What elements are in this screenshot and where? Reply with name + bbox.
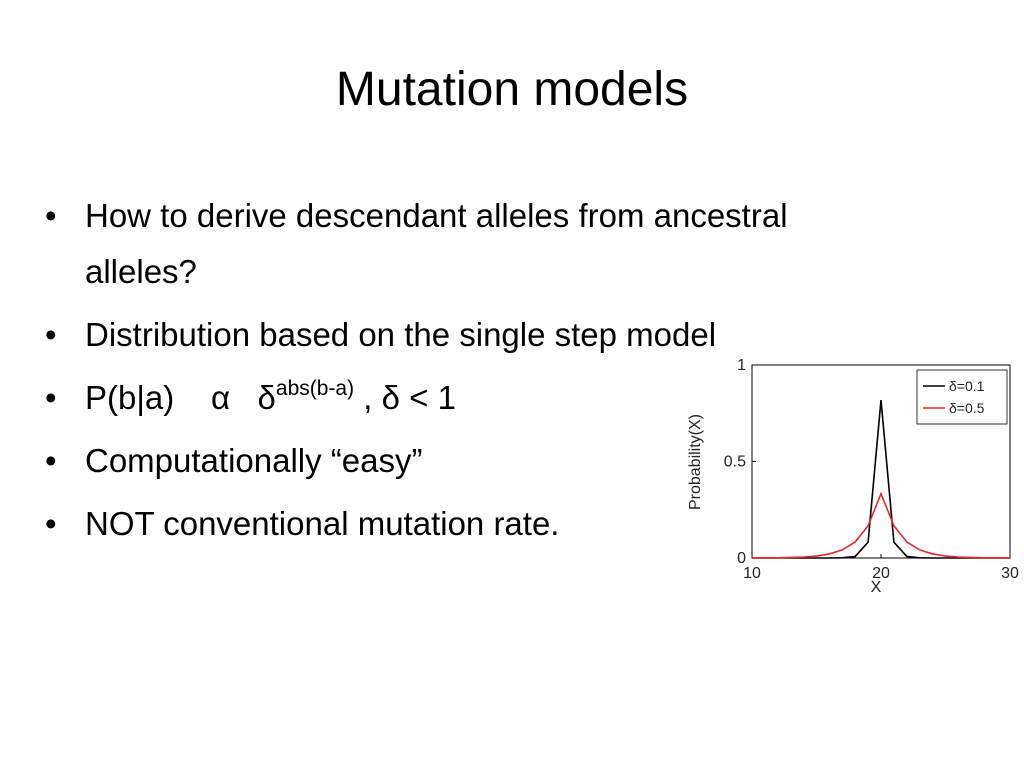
bullet: • NOT conventional mutation rate. bbox=[45, 505, 560, 542]
y-tick-label: 0.5 bbox=[724, 454, 746, 471]
x-tick-label: 30 bbox=[1001, 565, 1019, 582]
bullet: • P(b|a) α δabs(b-a) , δ < 1 bbox=[45, 377, 456, 416]
legend-label: δ=0.5 bbox=[949, 400, 985, 416]
bullet-text: Computationally “easy” bbox=[85, 442, 423, 479]
x-tick-label: 20 bbox=[872, 565, 890, 582]
superscript: abs(b-a) bbox=[275, 377, 355, 400]
bullet-text: P(b|a) α δ bbox=[85, 379, 276, 416]
x-tick-label: 10 bbox=[743, 565, 761, 582]
slide-title: Mutation models bbox=[335, 63, 689, 116]
bullet-text: NOT conventional mutation rate. bbox=[85, 505, 560, 542]
legend-box bbox=[916, 369, 1008, 425]
series-line bbox=[751, 491, 1011, 559]
x-axis-label: X bbox=[871, 579, 882, 596]
y-axis-label: Probability(X) bbox=[687, 414, 704, 510]
bullet-text: How to derive descendant alleles from an… bbox=[85, 197, 788, 290]
legend-label: δ=0.1 bbox=[949, 378, 985, 394]
bullet-text: , δ < 1 bbox=[354, 379, 456, 416]
bullet-text: Distribution based on the single step mo… bbox=[85, 316, 717, 353]
bullet: • Distribution based on the single step m… bbox=[45, 316, 717, 353]
bullet: • Computationally “easy” bbox=[45, 442, 423, 479]
y-tick-label: 1 bbox=[737, 357, 746, 374]
chart: Probability(X) X 0 0.5 1 10 20 30 δ=0.1 δ=0.5 bbox=[680, 350, 1024, 610]
bullet-list: • How to derive descendant alleles from a… bbox=[45, 188, 805, 559]
y-tick-label: 0 bbox=[737, 550, 746, 567]
bullet: • How to derive descendant alleles from a… bbox=[45, 197, 788, 290]
